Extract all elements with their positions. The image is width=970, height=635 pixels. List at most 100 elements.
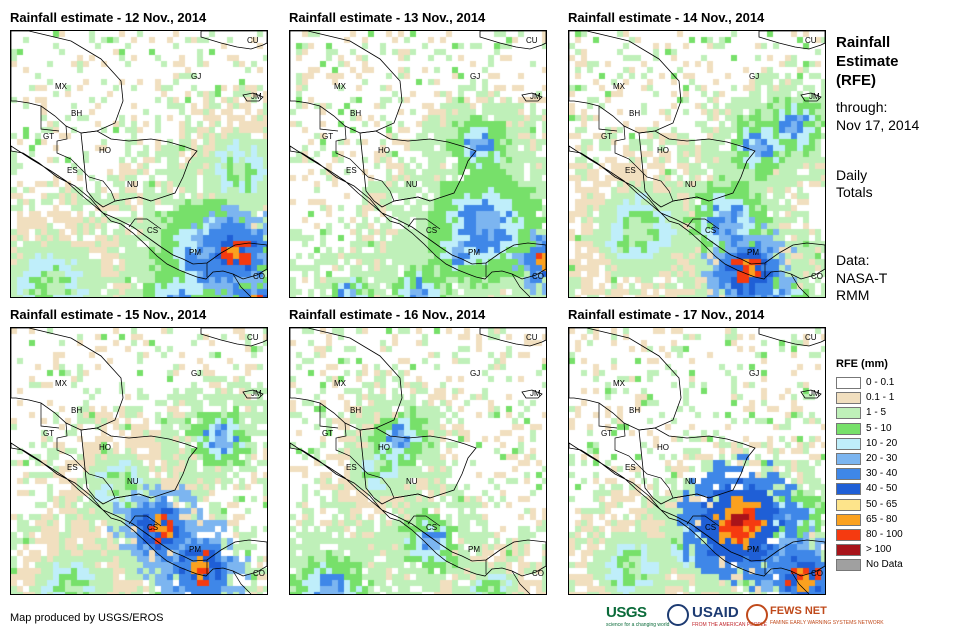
country-label: GT [322, 429, 333, 438]
legend-swatch [836, 528, 861, 541]
country-border [638, 168, 674, 202]
legend-swatch [836, 559, 861, 572]
country-outlines: CU MX GJ JM BH GT HO ES NU CS PM CO [11, 31, 267, 297]
coastline [11, 328, 124, 431]
usgs-logo: USGS [606, 604, 647, 621]
coastline [80, 427, 198, 505]
country-border [40, 106, 60, 132]
sidebar-daily-totals: Daily Totals [836, 167, 873, 200]
country-label: CU [805, 36, 817, 45]
coastline [359, 427, 477, 505]
country-border [511, 273, 531, 297]
country-label: CS [147, 226, 158, 235]
coastline [290, 145, 546, 280]
sidebar-through-label: through: [836, 99, 888, 115]
panel-title-14-nov: Rainfall estimate - 14 Nov., 2014 [568, 10, 765, 25]
rainfall-raster [569, 31, 825, 297]
coastline [80, 130, 198, 208]
sidebar-date: Nov 17, 2014 [836, 117, 920, 133]
legend-label: 80 - 100 [866, 528, 903, 540]
country-label: HO [657, 146, 669, 155]
country-label: HO [657, 443, 669, 452]
country-label: NU [127, 477, 139, 486]
country-label: JM [809, 92, 820, 101]
country-border [40, 403, 60, 429]
country-border [128, 218, 162, 230]
country-label: MX [613, 82, 626, 91]
country-label: BH [350, 109, 361, 118]
coastline [290, 31, 403, 134]
country-label: PM [747, 545, 759, 554]
country-label: CS [705, 226, 716, 235]
country-border [319, 106, 339, 132]
fews-net-tagline: FAMINE EARLY WARNING SYSTEMS NETWORK [770, 620, 884, 626]
country-label: CO [253, 272, 265, 281]
country-label: CU [805, 333, 817, 342]
country-border [128, 515, 162, 527]
country-border [80, 465, 116, 499]
rainfall-map-17-nov: CU MX GJ JM BH GT HO ES NU CS PM CO [568, 327, 826, 595]
legend-swatch [836, 498, 861, 511]
country-label: GJ [470, 72, 480, 81]
coastline [638, 427, 756, 505]
usaid-logo: USAID [692, 604, 739, 621]
country-border [790, 570, 810, 594]
country-label: ES [625, 166, 636, 175]
legend-swatch [836, 407, 861, 420]
country-label: JM [530, 92, 541, 101]
country-label: GT [322, 132, 333, 141]
country-label: PM [189, 248, 201, 257]
legend-swatch [836, 422, 861, 435]
coastline [638, 130, 756, 208]
coastline [521, 389, 543, 399]
country-label: GJ [191, 72, 201, 81]
country-label: CO [253, 569, 265, 578]
panel-title-16-nov: Rainfall estimate - 16 Nov., 2014 [289, 307, 486, 322]
panel-title-17-nov: Rainfall estimate - 17 Nov., 2014 [568, 307, 765, 322]
country-label: GJ [749, 72, 759, 81]
country-outlines: CU MX GJ JM BH GT HO ES NU CS PM CO [290, 31, 546, 297]
legend-label: > 100 [866, 544, 892, 556]
country-label: MX [334, 82, 347, 91]
country-border [614, 422, 640, 467]
country-label: MX [55, 379, 68, 388]
country-label: JM [809, 389, 820, 398]
legend-label: 40 - 50 [866, 483, 898, 495]
panel-title-12-nov: Rainfall estimate - 12 Nov., 2014 [10, 10, 207, 25]
country-border [790, 273, 810, 297]
coastline [359, 130, 477, 208]
coastline [521, 92, 543, 102]
country-label: CS [147, 523, 158, 532]
country-label: GT [43, 429, 54, 438]
legend-swatch [836, 513, 861, 526]
country-label: NU [406, 180, 418, 189]
fews-net-globe-icon [746, 604, 768, 626]
country-label: GJ [470, 369, 480, 378]
rainfall-map-13-nov: CU MX GJ JM BH GT HO ES NU CS PM CO [289, 30, 547, 298]
coastline [569, 145, 825, 280]
country-label: MX [613, 379, 626, 388]
country-border [511, 570, 531, 594]
country-label: PM [468, 545, 480, 554]
country-border [393, 493, 431, 499]
country-label: NU [127, 180, 139, 189]
country-border [335, 125, 361, 170]
country-label: GT [43, 132, 54, 141]
country-label: BH [629, 109, 640, 118]
country-border [393, 196, 431, 202]
legend-label: No Data [866, 559, 903, 571]
rainfall-map-12-nov: CU MX GJ JM BH GT HO ES NU CS PM CO [10, 30, 268, 298]
legend-label: 0.1 - 1 [866, 392, 895, 404]
country-label: PM [747, 248, 759, 257]
coastline [242, 92, 264, 102]
country-border [335, 422, 361, 467]
country-border [232, 570, 252, 594]
coastline [290, 442, 546, 577]
country-border [232, 273, 252, 297]
country-label: JM [530, 389, 541, 398]
country-label: CS [426, 226, 437, 235]
country-border [56, 125, 82, 170]
legend-swatch [836, 468, 861, 481]
country-label: CO [811, 569, 823, 578]
country-label: HO [99, 146, 111, 155]
